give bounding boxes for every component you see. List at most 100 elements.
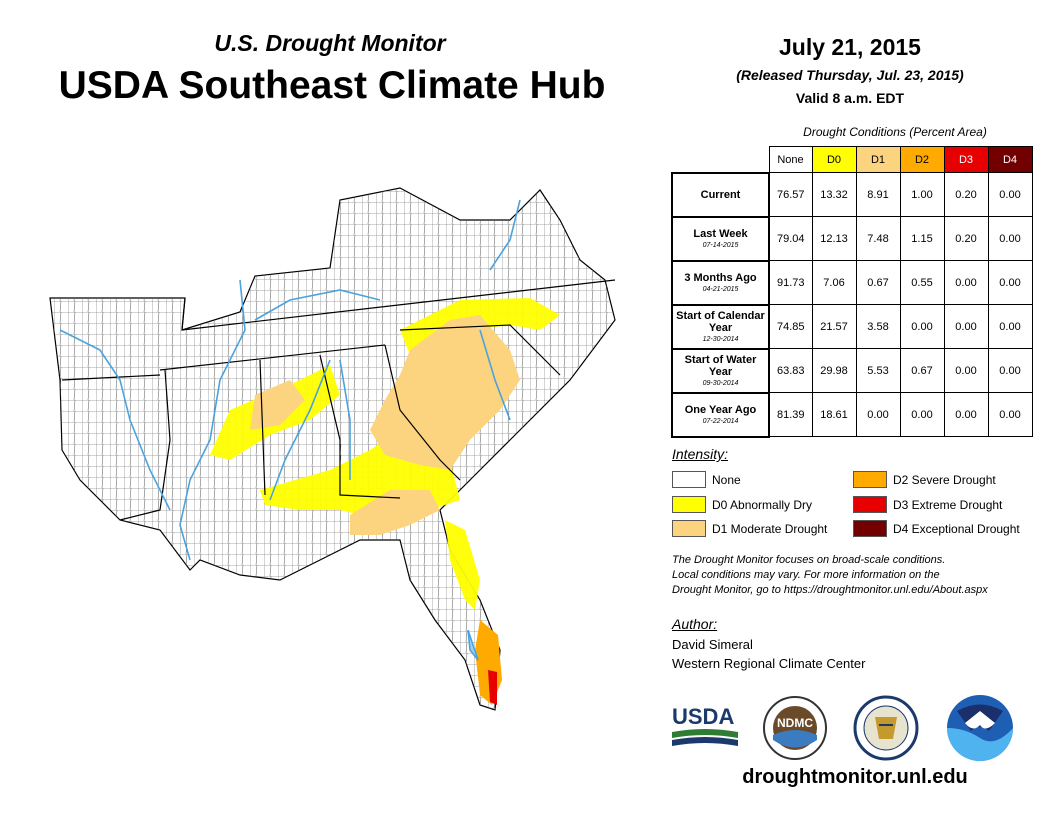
table-cell: 7.48 [855, 216, 901, 261]
note-line: The Drought Monitor focuses on broad-sca… [672, 554, 946, 566]
col-header-d2: D2 [899, 146, 945, 173]
legend-swatch [672, 471, 706, 488]
col-header-none: None [768, 146, 813, 173]
row-date: 07-14-2015 [702, 242, 739, 249]
row-label: 3 Months Ago [684, 272, 757, 284]
legend-label: D4 Exceptional Drought [893, 521, 1020, 536]
table-cell: 21.57 [811, 304, 857, 349]
table-cell: 0.00 [899, 304, 945, 349]
table-cell: 81.39 [768, 392, 813, 437]
legend-title: Intensity: [672, 446, 729, 462]
row-date: 12-30-2014 [702, 336, 739, 343]
legend-item-d3: D3 Extreme Drought [853, 496, 1002, 513]
usda-logo: USDA [672, 704, 738, 746]
row-header: One Year Ago 07-22-2014 [671, 391, 770, 438]
table-cell: 0.00 [987, 260, 1033, 305]
author-name: David Simeral [672, 637, 753, 652]
table-cell: 0.00 [943, 304, 989, 349]
row-header: Start of Water Year 09-30-2014 [671, 347, 770, 394]
table-row: Current 76.57 13.32 8.91 1.00 0.20 0.00 [671, 171, 1033, 218]
table-cell: 0.20 [943, 216, 989, 261]
doc-seal-logo [853, 695, 919, 761]
map-subtitle: U.S. Drought Monitor [214, 30, 446, 56]
table-row: Start of Calendar Year 12-30-2014 74.85 21.… [671, 303, 1033, 350]
table-cell: 5.53 [855, 348, 901, 393]
table-row: Start of Water Year 09-30-2014 63.83 29.98 5… [671, 347, 1033, 394]
row-date: 04-21-2015 [702, 286, 739, 293]
table-cell: 8.91 [855, 172, 901, 217]
table-cell: 79.04 [768, 216, 813, 261]
website-url[interactable]: droughtmonitor.unl.edu [742, 766, 968, 788]
legend-label: D2 Severe Drought [893, 472, 996, 487]
legend-label: None [712, 472, 741, 487]
col-header-d4: D4 [987, 146, 1033, 173]
col-header-d3: D3 [943, 146, 989, 173]
drought-map [49, 187, 616, 711]
county-lines [50, 188, 615, 710]
row-header: Current [671, 171, 770, 218]
ndmc-logo: NDMC [763, 696, 827, 760]
table-cell: 91.73 [768, 260, 813, 305]
legend-item-d2: D2 Severe Drought [853, 471, 996, 488]
table-cell: 1.00 [899, 172, 945, 217]
map-date: July 21, 2015 [779, 34, 921, 60]
table-row: Last Week 07-14-2015 79.04 12.13 7.48 1.15 0.2… [671, 215, 1033, 262]
d1-areas [250, 315, 520, 535]
author-heading: Author: [672, 616, 718, 632]
table-cell: 0.55 [899, 260, 945, 305]
legend-label: D3 Extreme Drought [893, 497, 1003, 512]
legend-item-d4: D4 Exceptional Drought [853, 520, 1020, 537]
row-header: 3 Months Ago 04-21-2015 [671, 259, 770, 306]
row-label: Current [700, 188, 741, 201]
author-organization: Western Regional Climate Center [672, 656, 866, 671]
row-label: One Year Ago [684, 404, 757, 416]
row-label: Start of Water Year [684, 354, 757, 378]
legend-item-d0: D0 Abnormally Dry [672, 496, 812, 513]
table-cell: 3.58 [855, 304, 901, 349]
note-line: Local conditions may vary. For more info… [672, 569, 940, 581]
note-text: The Drought Monitor focuses on broad-sca… [672, 553, 1042, 598]
noaa-logo [947, 695, 1013, 761]
table-header-row: None D0 D1 D2 D3 D4 [672, 146, 1033, 173]
col-header-d0: D0 [811, 146, 857, 173]
row-label: Last Week [693, 228, 748, 240]
row-date: 07-22-2014 [702, 418, 739, 425]
table-cell: 0.00 [987, 304, 1033, 349]
row-header: Last Week 07-14-2015 [671, 215, 770, 262]
table-cell: 76.57 [768, 172, 813, 217]
legend-swatch [672, 520, 706, 537]
table-cell: 18.61 [811, 392, 857, 437]
release-date: (Released Thursday, Jul. 23, 2015) [736, 67, 964, 83]
table-cell: 0.00 [987, 172, 1033, 217]
table-cell: 0.00 [987, 348, 1033, 393]
table-cell: 63.83 [768, 348, 813, 393]
legend-swatch [672, 496, 706, 513]
table-cell: 0.00 [943, 260, 989, 305]
note-line: Drought Monitor, go to https://droughtmo… [672, 584, 988, 596]
state-borders [61, 279, 616, 521]
table-caption: Drought Conditions (Percent Area) [803, 125, 987, 139]
table-corner [672, 147, 769, 173]
table-cell: 0.00 [987, 216, 1033, 261]
svg-text:NDMC: NDMC [777, 716, 813, 730]
legend-label: D0 Abnormally Dry [712, 497, 813, 512]
table-cell: 12.13 [811, 216, 857, 261]
legend-item-none: None [672, 471, 741, 488]
table-cell: 13.32 [811, 172, 857, 217]
table-cell: 29.98 [811, 348, 857, 393]
table-cell: 0.67 [899, 348, 945, 393]
map-title: USDA Southeast Climate Hub [58, 64, 606, 107]
valid-time: Valid 8 a.m. EDT [795, 90, 905, 106]
table-cell: 0.67 [855, 260, 901, 305]
table-cell: 0.00 [943, 348, 989, 393]
row-date: 09-30-2014 [702, 380, 739, 387]
row-header: Start of Calendar Year 12-30-2014 [671, 303, 770, 350]
legend-swatch [853, 520, 887, 537]
table-row: 3 Months Ago 04-21-2015 91.73 7.06 0.67 0.55 0… [671, 259, 1033, 306]
svg-text:USDA: USDA [672, 704, 734, 729]
table-cell: 0.00 [943, 392, 989, 437]
table-cell: 0.00 [987, 392, 1033, 437]
table-cell: 1.15 [899, 216, 945, 261]
rivers [59, 199, 521, 661]
legend-label: D1 Moderate Drought [712, 521, 828, 536]
